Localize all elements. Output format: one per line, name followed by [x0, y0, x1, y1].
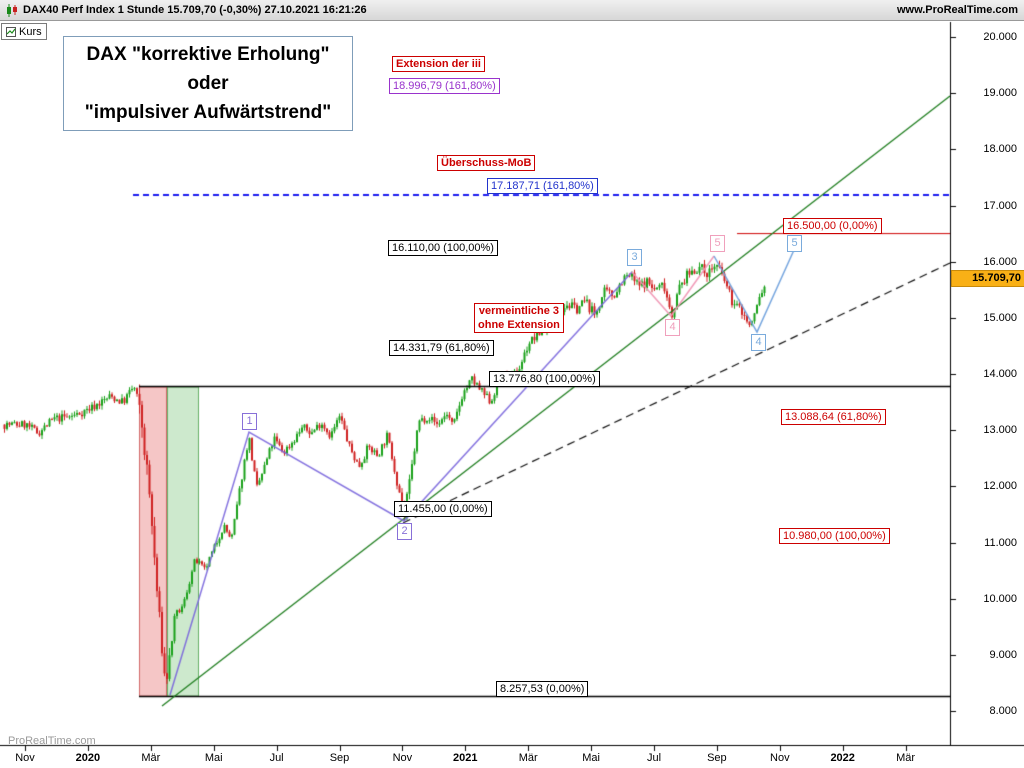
tab-kurs[interactable]: Kurs: [1, 23, 47, 40]
price-axis-label: 9.000: [989, 648, 1017, 661]
chart-title-line1: DAX "korrektive Erholung": [86, 44, 330, 65]
annotation-level-17187[interactable]: 17.187,71 (161,80%): [487, 178, 598, 194]
time-axis-label: Nov: [770, 752, 790, 764]
price-axis-label: 18.000: [983, 143, 1017, 156]
annotation-level-14331[interactable]: 14.331,79 (61,80%): [389, 340, 494, 356]
candlestick-icon: [6, 3, 18, 17]
time-axis-label: Jul: [269, 752, 284, 764]
price-chart-icon: [6, 26, 16, 37]
time-axis-label: Sep: [329, 752, 350, 764]
time-axis-label: Mai: [204, 752, 223, 764]
title-bar: DAX40 Perf Index 1 Stunde 15.709,70 (-0,…: [0, 0, 1024, 21]
watermark: ProRealTime.com: [8, 735, 96, 747]
annotation-ueberschuss-mob[interactable]: Überschuss-MoB: [437, 155, 536, 171]
annotation-level-13776[interactable]: 13.776,80 (100,00%): [489, 371, 600, 387]
price-axis-label: 14.000: [983, 368, 1017, 380]
site-link: www.ProRealTime.com: [896, 4, 1018, 16]
time-axis-label: 2020: [75, 752, 101, 764]
annotation-level-8257[interactable]: 8.257,53 (0,00%): [496, 681, 589, 697]
time-axis-label: 2022: [830, 752, 855, 764]
price-axis-label: 19.000: [983, 87, 1017, 100]
price-axis-label: 12.000: [983, 480, 1017, 493]
time-axis-label: Mär: [141, 752, 161, 764]
time-axis-label: Nov: [392, 752, 413, 764]
time-axis-label: Mai: [582, 752, 600, 764]
price-axis-label: 8.000: [989, 705, 1017, 717]
annotation-extension-der-iii[interactable]: Extension der iii: [392, 56, 485, 72]
price-axis-label: 13.000: [983, 424, 1017, 437]
annotation-level-16500[interactable]: 16.500,00 (0,00%): [783, 218, 882, 234]
price-axis-label: 16.000: [983, 255, 1017, 268]
price-axis-label: 10.000: [983, 592, 1017, 605]
annotation-level-13088[interactable]: 13.088,64 (61,80%): [781, 409, 886, 425]
wave-label-5[interactable]: 5: [710, 235, 725, 252]
current-price-badge: 15.709,70: [951, 269, 1024, 287]
price-axis-label: 17.000: [983, 199, 1017, 212]
chart-title-line3: "impulsiver Aufwärtstrend": [84, 102, 332, 123]
time-axis-label: Mär: [896, 752, 916, 764]
time-axis-label: Mär: [518, 752, 538, 764]
price-axis-label: 20.000: [983, 31, 1017, 43]
price-axis-label: 15.000: [983, 311, 1017, 324]
chart-title-line2: oder: [187, 73, 229, 94]
price-axis-label: 11.000: [984, 536, 1017, 549]
wave-label-4[interactable]: 4: [665, 319, 680, 336]
chart-title-note[interactable]: DAX "korrektive Erholung" oder "impulsiv…: [63, 36, 353, 131]
wave-label-1[interactable]: 1: [242, 413, 257, 430]
instrument-info: DAX40 Perf Index 1 Stunde 15.709,70 (-0,…: [23, 4, 367, 16]
time-axis-label: Nov: [15, 752, 35, 764]
annotation-vermeintliche-3[interactable]: vermeintliche 3 ohne Extension: [474, 303, 564, 333]
tab-kurs-label: Kurs: [19, 25, 42, 38]
annotation-level-18996[interactable]: 18.996,79 (161,80%): [389, 78, 500, 94]
wave-label-3[interactable]: 3: [627, 249, 642, 266]
wave-label-4[interactable]: 4: [751, 334, 766, 351]
annotation-level-16110[interactable]: 16.110,00 (100,00%): [388, 240, 498, 256]
annotation-level-10980[interactable]: 10.980,00 (100,00%): [779, 528, 890, 544]
time-axis-label: Sep: [707, 752, 727, 764]
time-axis-label: Jul: [646, 752, 662, 764]
wave-label-5[interactable]: 5: [787, 235, 802, 252]
time-axis-label: 2021: [453, 752, 478, 764]
annotation-level-11455[interactable]: 11.455,00 (0,00%): [394, 501, 492, 517]
wave-label-2[interactable]: 2: [397, 523, 412, 540]
